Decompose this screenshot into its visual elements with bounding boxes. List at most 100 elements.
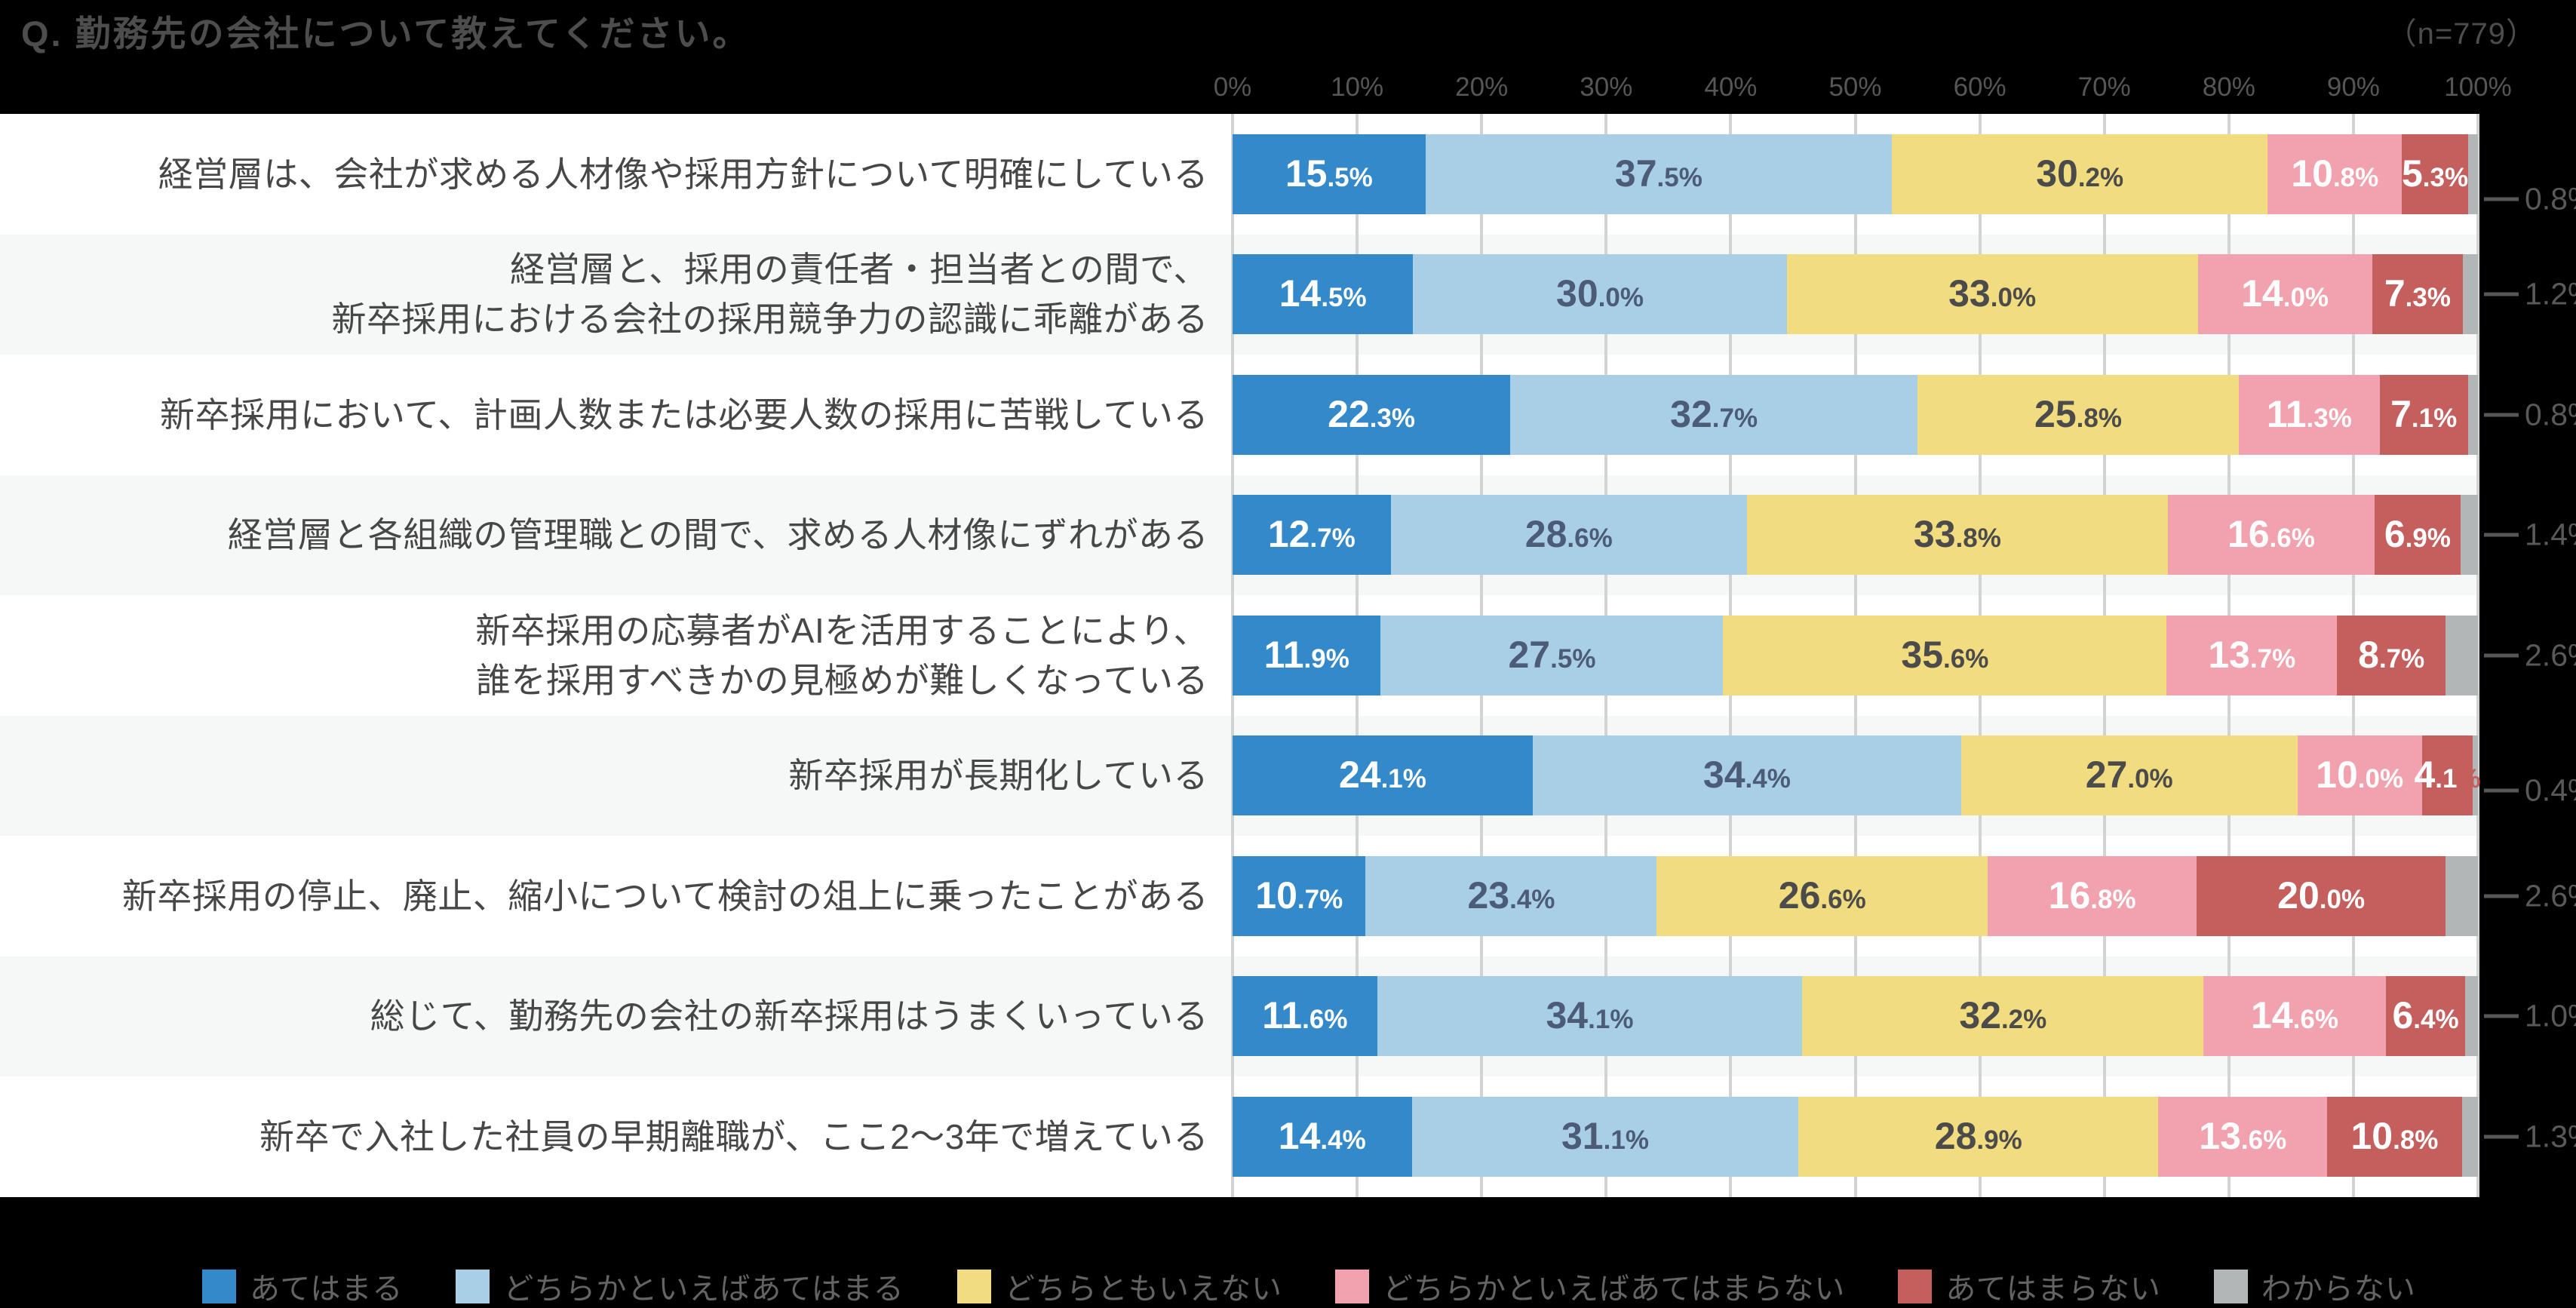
stacked-bar: 11.9% 27.5% 35.6% 13.7% 8.7% <box>1233 615 2478 695</box>
leader-label: 2.6% <box>2484 878 2576 913</box>
row-plot-area: 11.9% 27.5% 35.6% 13.7% 8.7% 2.6% <box>1233 595 2576 716</box>
segment-value: 33.0% <box>1948 272 2037 315</box>
segment-value: 16.6% <box>2227 512 2315 555</box>
leader-value: 1.3% <box>2525 1119 2576 1154</box>
table-row: 新卒採用の応募者がAIを活用することにより、 誰を採用すべきかの見極めが難しくなっ… <box>0 595 2576 716</box>
segment-value: 8.7% <box>2358 633 2425 676</box>
bar-segment: 11.9% <box>1233 615 1381 695</box>
row-label: 新卒採用が長期化している <box>788 756 1208 796</box>
segment-value: 31.1% <box>1561 1114 1649 1157</box>
bar-segment: 33.8% <box>1746 495 2168 575</box>
bar-segment <box>2446 615 2478 695</box>
leader-line <box>2484 894 2519 898</box>
segment-value: 27.5% <box>1508 633 1596 676</box>
bar-segment: 26.6% <box>1656 855 1988 936</box>
row-plot-area: 14.5% 30.0% 33.0% 14.0% 7.3% 1.2% <box>1233 235 2576 355</box>
segment-value: 32.2% <box>1959 993 2047 1036</box>
segment-value: 11.3% <box>2266 392 2352 435</box>
bar-segment <box>2467 134 2478 214</box>
table-row: 新卒で入社した社員の早期離職が、ここ2〜3年で増えている 14.4% 31.1% 28… <box>0 1076 2576 1197</box>
bar-segment: 37.5% <box>1425 134 1893 214</box>
leader-line <box>2484 197 2519 201</box>
row-label: 総じて、勤務先の会社の新卒採用はうまくいっている <box>370 996 1208 1036</box>
row-label: 新卒採用の応募者がAIを活用することにより、 誰を採用すべきかの見極めが難しくなっ… <box>475 610 1208 700</box>
legend-swatch <box>456 1269 490 1303</box>
table-row: 経営層と各組織の管理職との間で、求める人材像にずれがある 12.7% 28.6% 33… <box>0 474 2576 596</box>
bar-segment: 20.0% <box>2197 855 2446 936</box>
bar-segment: 28.6% <box>1390 495 1747 575</box>
bar-segment: 32.2% <box>1802 976 2204 1056</box>
bar-segment <box>2460 495 2478 575</box>
leader-label: 0.8% <box>2484 397 2576 432</box>
table-row: 新卒採用が長期化している 24.1% 34.4% 27.0% 10.0%4.1% 0.4% <box>0 715 2576 836</box>
segment-value: 22.3% <box>1328 392 1416 435</box>
leader-label: 2.6% <box>2484 637 2576 673</box>
row-label: 新卒採用の停止、廃止、縮小について検討の俎上に乗ったことがある <box>121 876 1208 916</box>
leader-label: 1.2% <box>2484 277 2576 312</box>
segment-value: 13.6% <box>2199 1114 2287 1157</box>
bar-segment: 15.5% <box>1233 134 1426 214</box>
segment-value: 7.3% <box>2384 272 2451 315</box>
bar-segment: 22.3% <box>1233 374 1511 455</box>
segment-value: 23.4% <box>1467 874 1555 917</box>
bar-segment <box>2461 1096 2478 1177</box>
leader-value: 1.0% <box>2525 998 2576 1033</box>
tick-label: 10% <box>1331 72 1384 102</box>
legend-label: あてはまらない <box>1945 1273 2161 1306</box>
segment-value: 28.9% <box>1934 1114 2022 1157</box>
chart-rows: 経営層は、会社が求める人材像や採用方針について明確にしている 15.5% 37.5%… <box>0 114 2576 1197</box>
segment-value: 30.0% <box>1556 272 1644 315</box>
legend-item: あてはまらない <box>1898 1264 2160 1308</box>
bar-segment: 14.4% <box>1233 1096 1412 1177</box>
bar-segment <box>2467 374 2478 455</box>
bar-segment: 10.0% <box>2297 735 2422 815</box>
bar-segment: 16.8% <box>1988 855 2197 936</box>
legend-label: どちらかといえばあてはまる <box>503 1273 904 1306</box>
row-plot-area: 12.7% 28.6% 33.8% 16.6% 6.9% 1.4% <box>1233 475 2576 596</box>
bar-segment: 28.9% <box>1798 1096 2159 1177</box>
segment-value: 24.1% <box>1338 753 1426 796</box>
segment-value: 11.6% <box>1262 993 1348 1036</box>
row-label: 経営層は、会社が求める人材像や採用方針について明確にしている <box>158 154 1208 194</box>
legend-swatch <box>1898 1269 1933 1303</box>
table-row: 経営層と、採用の責任者・担当者との間で、 新卒採用における会社の採用競争力の認識に… <box>0 234 2576 355</box>
bar-segment: 10.8% <box>2267 134 2403 214</box>
bar-segment: 6.4% <box>2385 976 2466 1056</box>
segment-value: 14.5% <box>1279 272 1367 315</box>
leader-line <box>2484 653 2519 658</box>
bar-segment: 32.7% <box>1510 374 1918 455</box>
row-plot-area: 22.3% 32.7% 25.8% 11.3% 7.1% 0.8% <box>1233 355 2576 475</box>
stacked-bar: 22.3% 32.7% 25.8% 11.3% 7.1% <box>1233 374 2478 455</box>
legend-item: あてはまる <box>202 1264 403 1308</box>
tick-label: 50% <box>1828 72 1882 102</box>
bar-segment: 12.7% <box>1233 495 1391 575</box>
stacked-bar: 24.1% 34.4% 27.0% 10.0% 4.1% <box>1233 735 2481 815</box>
bar-segment: 30.0% <box>1413 254 1787 334</box>
leader-label: 0.4% <box>2484 773 2576 809</box>
tick-label: 80% <box>2202 72 2255 102</box>
leader-value: 1.4% <box>2525 517 2576 552</box>
row-label: 新卒で入社した社員の早期離職が、ここ2〜3年で増えている <box>259 1116 1208 1156</box>
leader-line <box>2484 292 2519 296</box>
bar-segment: 25.8% <box>1917 374 2239 455</box>
bar-segment: 14.5% <box>1233 254 1414 334</box>
leader-label: 1.3% <box>2484 1119 2576 1154</box>
bar-segment: 14.0% <box>2197 254 2372 334</box>
table-row: 新卒採用の停止、廃止、縮小について検討の俎上に乗ったことがある 10.7% 23.4… <box>0 836 2576 956</box>
segment-value: 10.0% <box>2316 753 2404 796</box>
bar-segment: 35.6% <box>1723 615 2167 695</box>
legend-item: どちらかといえばあてはまる <box>456 1264 904 1308</box>
segment-value: 16.8% <box>2048 874 2136 917</box>
tick-label: 60% <box>1953 72 2006 102</box>
tick-label: 90% <box>2326 72 2380 102</box>
row-label: 経営層と、採用の責任者・担当者との間で、 新卒採用における会社の採用競争力の認識に… <box>331 250 1208 339</box>
segment-value: 10.8% <box>2350 1114 2439 1157</box>
gridline <box>2476 114 2479 1197</box>
segment-value: 37.5% <box>1614 152 1702 195</box>
leader-label: 1.0% <box>2484 999 2576 1034</box>
bar-segment: 7.1% <box>2379 374 2468 455</box>
segment-value: 20.0% <box>2277 874 2366 917</box>
bar-segment <box>2473 735 2478 815</box>
segment-value: 14.6% <box>2251 993 2339 1036</box>
tick-label: 70% <box>2077 72 2131 102</box>
